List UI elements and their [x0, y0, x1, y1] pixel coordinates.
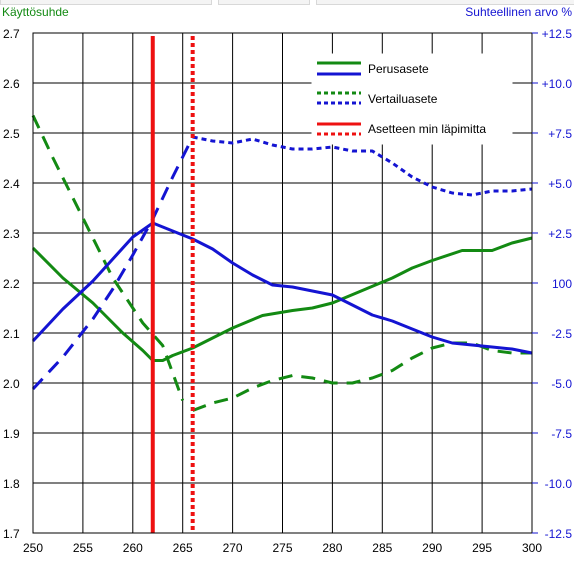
x-tick-label: 250	[23, 541, 43, 555]
x-tick-label: 285	[372, 541, 392, 555]
toolbar-tab[interactable]	[218, 0, 310, 5]
y-left-tick-label: 1.7	[3, 527, 20, 541]
y-left-tick-label: 2.0	[3, 377, 20, 391]
right-axis-title: Suhteellinen arvo %	[465, 5, 572, 19]
marker-layer	[150, 36, 195, 533]
y-left-tick-label: 2.4	[3, 177, 20, 191]
toolbar-tab[interactable]	[0, 0, 212, 5]
series-line	[31, 114, 185, 402]
x-tick-label: 275	[272, 541, 292, 555]
legend-label: Asetteen min läpimitta	[368, 122, 486, 136]
x-tick-label: 300	[522, 541, 542, 555]
y-left-tick-label: 2.6	[3, 77, 20, 91]
y-left-tick-label: 2.5	[3, 127, 20, 141]
legend-box	[311, 53, 513, 145]
x-tick-label: 280	[322, 541, 342, 555]
toolbar-tab[interactable]	[316, 0, 574, 5]
y-right-tick-labels: -12.5 -10.0 -7.5 -5.0 -2.5 100 +2.5 +5.0 +7.5 +10…	[532, 27, 572, 541]
legend-label: Perusasete	[368, 62, 429, 76]
x-tick-label: 290	[422, 541, 442, 555]
x-tick-label: 295	[472, 541, 492, 555]
y-right-tick-label: +5.0	[548, 177, 572, 191]
y-right-tick-label: -5.0	[551, 377, 572, 391]
series-line	[31, 221, 533, 355]
y-right-tick-label: -7.5	[551, 427, 572, 441]
y-right-tick-label: +12.5	[542, 27, 573, 41]
legend: Perusasete Vertailuasete Asetteen min lä…	[311, 53, 513, 145]
x-tick-label: 270	[223, 541, 243, 555]
x-tick-label: 255	[73, 541, 93, 555]
x-tick-label: 260	[123, 541, 143, 555]
y-right-tick-label: -10.0	[545, 477, 573, 491]
y-right-tick-label: -2.5	[551, 327, 572, 341]
y-left-tick-labels: 1.7 1.8 1.9 2.0 2.1 2.2 2.3 2.4 2.5 2.6 2.7	[3, 27, 20, 541]
y-left-tick-label: 2.2	[3, 277, 20, 291]
y-right-tick-label: +2.5	[548, 227, 572, 241]
y-left-tick-label: 2.1	[3, 327, 20, 341]
y-left-tick-label: 2.7	[3, 27, 20, 41]
series-line	[192, 135, 533, 197]
y-right-tick-label: +10.0	[542, 77, 573, 91]
x-tick-label: 265	[173, 541, 193, 555]
series-line	[31, 136, 195, 391]
y-right-tick-label: -12.5	[545, 527, 573, 541]
legend-label: Vertailuasete	[368, 92, 438, 106]
series-layer	[31, 114, 533, 412]
y-right-tick-label: 100	[552, 277, 572, 291]
series-line	[31, 236, 533, 362]
y-left-tick-label: 1.8	[3, 477, 20, 491]
y-left-tick-label: 2.3	[3, 227, 20, 241]
left-axis-title: Käyttösuhde	[2, 5, 69, 19]
y-right-tick-label: +7.5	[548, 127, 572, 141]
x-tick-labels: 250 255 260 265 270 275 280 285 290 295 300	[23, 541, 542, 555]
y-left-tick-label: 1.9	[3, 427, 20, 441]
